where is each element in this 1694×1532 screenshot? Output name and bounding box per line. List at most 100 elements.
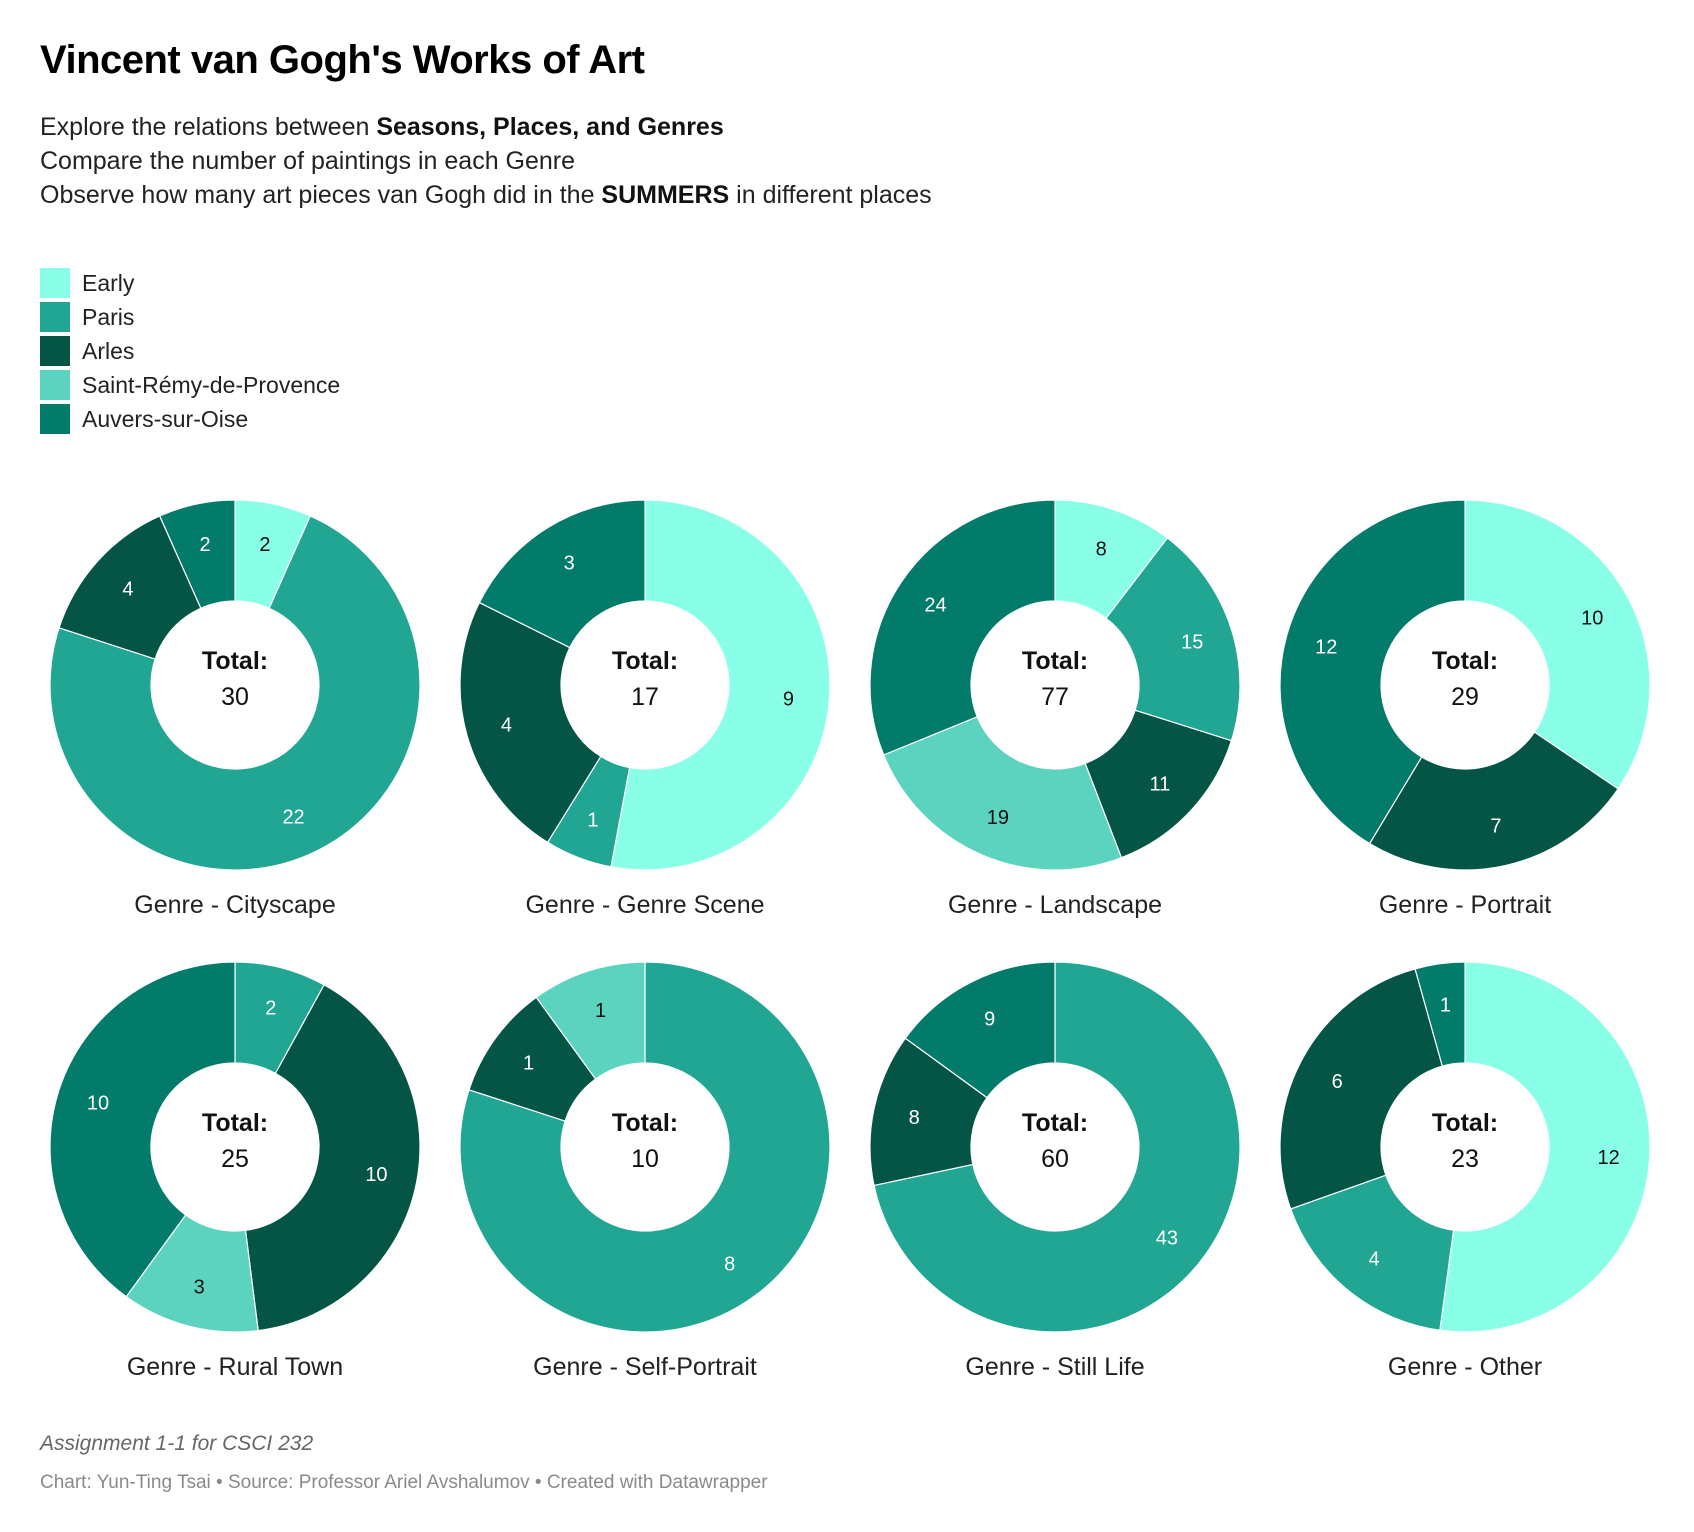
donut-caption: Genre - Rural Town [126,1353,344,1381]
total-value: 29 [1451,683,1479,711]
donut-slice-paris [1289,1174,1455,1331]
slice-value-label: 3 [564,553,575,575]
slice-value-label: 4 [501,714,512,736]
donut-slice-auvers-sur-oise [478,499,646,649]
donut-slice-arles [1279,968,1444,1210]
donut-slice-paris [1105,537,1241,742]
donut-slice-auvers-sur-oise [1279,499,1466,845]
slice-value-label: 1 [587,809,598,831]
slice-value-label: 12 [1598,1147,1620,1169]
slice-value-label: 1 [523,1052,534,1074]
donut-slice-paris [459,961,831,1333]
donut-caption: Genre - Genre Scene [525,891,765,919]
donut-genre-still-life: 43 8 9 Total: 60 [869,961,1241,1333]
donut-slice-early [1464,499,1651,790]
chart-description: Explore the relations between Seasons, P… [40,110,932,212]
donut-caption: Genre - Landscape [947,891,1163,919]
slice-value-label: 24 [924,595,946,617]
total-label: Total: [612,647,678,675]
chart-title: Vincent van Gogh's Works of Art [40,38,645,82]
slice-value-label: 8 [1096,539,1107,561]
chart-byline: Chart: Yun-Ting Tsai • Source: Professor… [40,1472,768,1493]
donut-slice-arles [869,1037,988,1187]
donut-slice-auvers-sur-oise [869,499,1056,756]
slice-value-label: 10 [365,1164,387,1186]
slice-value-label: 43 [1156,1228,1178,1250]
donut-genre-genre-scene: 9 1 4 3 Total: 17 [459,499,831,871]
legend-item-arles: Arles [40,334,340,368]
donut-caption: Genre - Portrait [1378,891,1552,919]
donut-slice-early [610,499,831,871]
donut-slice-early [1054,499,1169,620]
slice-value-label: 1 [595,1000,606,1022]
donut-caption: Genre - Still Life [965,1353,1145,1381]
donut-genre-rural-town: 2 10 3 10 Total: 25 [49,961,421,1333]
donut-slice-auvers-sur-oise [1414,961,1466,1067]
legend-swatch [40,268,70,298]
legend-item-early: Early [40,266,340,300]
donut-slice-arles [1368,731,1619,871]
description-line-1: Explore the relations between Seasons, P… [40,110,932,144]
total-value: 77 [1041,683,1069,711]
slice-value-label: 8 [909,1107,920,1129]
slice-value-label: 4 [1369,1249,1380,1271]
slice-value-label: 9 [984,1009,995,1031]
total-label: Total: [202,1109,268,1137]
description-line-2: Compare the number of paintings in each … [40,147,576,175]
donut-slice-arles [468,996,597,1122]
legend-label: Arles [82,337,135,364]
total-label: Total: [1432,1109,1498,1137]
slice-value-label: 7 [1490,816,1501,838]
total-value: 23 [1451,1145,1479,1173]
slice-value-label: 8 [724,1253,735,1275]
donut-caption: Genre - Cityscape [134,891,336,919]
donut-slice-saint-r-my-de-provence [125,1214,259,1333]
total-value: 17 [631,683,659,711]
donut-slice-early [1439,961,1651,1333]
legend-label: Auvers-sur-Oise [82,405,249,432]
donut-slice-saint-r-my-de-provence [882,715,1123,871]
total-label: Total: [612,1109,678,1137]
total-value: 25 [221,1145,249,1173]
slice-value-label: 4 [122,579,133,601]
donut-slice-arles [1084,709,1233,859]
slice-value-label: 11 [1150,774,1171,796]
donut-slice-auvers-sur-oise [904,961,1056,1099]
total-value: 60 [1041,1145,1069,1173]
donut-slice-paris [873,961,1241,1333]
legend: Early Paris Arles Saint-Rémy-de-Provence Auv… [40,266,340,436]
slice-value-label: 6 [1332,1071,1343,1093]
slice-value-label: 12 [1315,636,1337,658]
donut-slice-auvers-sur-oise [158,499,236,610]
slice-value-label: 2 [259,534,270,556]
donut-genre-portrait: 10 7 12 Total: 29 [1279,499,1651,871]
donut-slice-auvers-sur-oise [49,961,236,1298]
legend-label: Saint-Rémy-de-Provence [82,371,341,398]
description-line-3-tail: in different places [729,181,932,209]
legend-swatch [40,336,70,366]
description-line-3-text: Observe how many art pieces van Gogh did… [40,181,602,209]
total-label: Total: [1432,647,1498,675]
donut-caption: Genre - Self-Portrait [533,1353,757,1381]
donut-genre-other: 12 4 6 1 Total: 23 [1279,961,1651,1333]
slice-value-label: 2 [199,534,210,556]
donut-slice-early [234,499,312,610]
total-label: Total: [1022,647,1088,675]
slice-value-label: 10 [1581,608,1603,630]
donut-caption: Genre - Other [1387,1353,1543,1381]
donut-genre-landscape: 8 15 11 19 24 Total: 77 [869,499,1241,871]
description-line-3: Observe how many art pieces van Gogh did… [40,178,932,212]
slice-value-label: 9 [783,688,794,710]
legend-item-saint-r-my-de-provence: Saint-Rémy-de-Provence [40,368,340,402]
slice-value-label: 1 [1440,994,1451,1016]
legend-label: Early [82,269,135,296]
slice-value-label: 19 [987,807,1009,829]
total-label: Total: [202,647,268,675]
donut-slice-paris [234,961,325,1075]
donut-genre-self-portrait: 8 1 1 Total: 10 [459,961,831,1333]
slice-value-label: 10 [87,1093,109,1115]
chart-notes: Assignment 1-1 for CSCI 232 [40,1432,314,1455]
slice-value-label: 22 [282,807,304,829]
